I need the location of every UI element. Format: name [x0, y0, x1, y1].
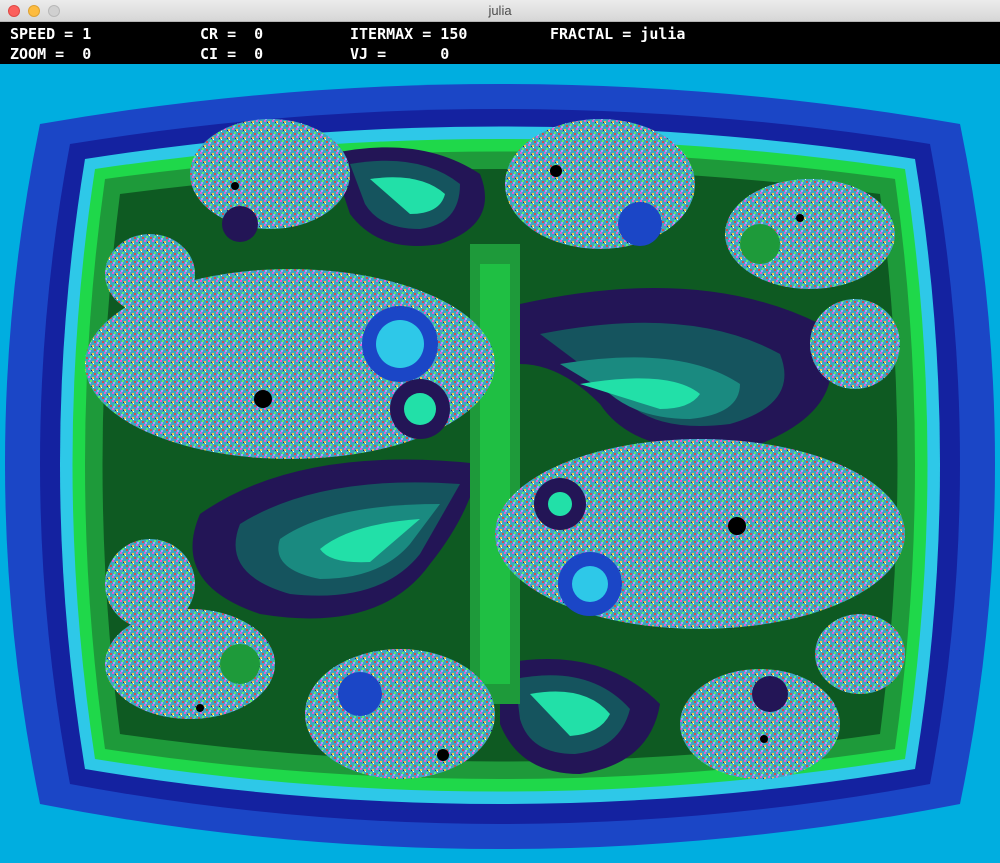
fractal-canvas[interactable] [0, 64, 1000, 863]
title-bar[interactable]: julia [0, 0, 1000, 22]
zoom-icon[interactable] [48, 5, 60, 17]
zoom-readout: ZOOM = 0 [10, 45, 92, 63]
fractal-readout: FRACTAL = julia [550, 25, 686, 43]
itermax-readout: ITERMAX = 150 [350, 25, 468, 43]
fractal-spiral-arms [192, 147, 832, 774]
window-title: julia [488, 3, 512, 18]
ci-readout: CI = 0 [200, 45, 264, 63]
fractal-bulbs [85, 119, 905, 779]
speed-readout: SPEED = 1 [10, 25, 92, 43]
julia-set-render[interactable] [0, 64, 1000, 863]
cr-readout: CR = 0 [200, 25, 264, 43]
parameter-hud: SPEED = 1 ZOOM = 0 CR = 0 CI = 0 ITERMAX… [0, 22, 1000, 64]
minimize-icon[interactable] [28, 5, 40, 17]
close-icon[interactable] [8, 5, 20, 17]
vj-readout: VJ = 0 [350, 45, 450, 63]
